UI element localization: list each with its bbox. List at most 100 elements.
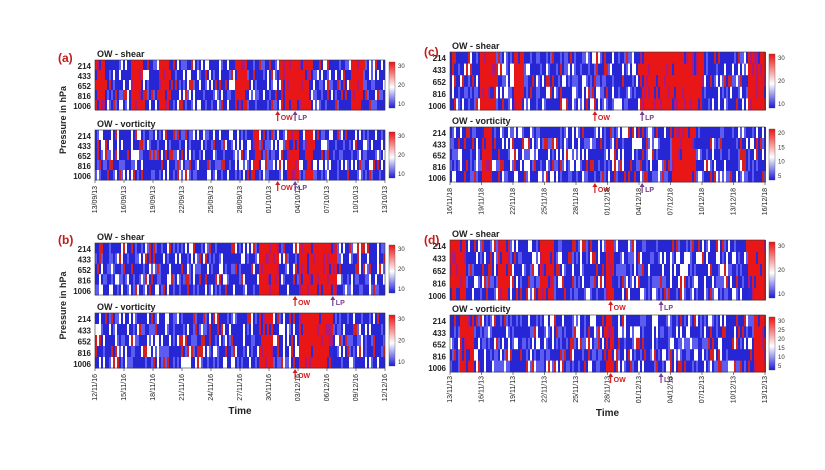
colorbar-tick-label: 10 [778,160,785,166]
colorbar-tick-label: 10 [778,102,785,108]
heatmap-cells [95,130,385,181]
x-tick-label: 27/11/16 [237,374,244,401]
colorbar-tick-label: 20 [778,268,785,274]
colorbar-tick-label: 20 [778,337,785,343]
ow-marker-label: OW [298,300,310,307]
colorbar [388,314,396,367]
lp-marker-label: LP [664,305,673,312]
lp-marker-label: LP [645,187,654,194]
panel-label: (b) [58,233,73,247]
colorbar-tick-label: 20 [398,267,405,273]
y-tick-label: 1006 [73,172,91,181]
colorbar-tick-label: 10 [398,287,405,293]
x-tick-label: 25/09/13 [208,186,215,213]
y-tick-label: 214 [78,132,92,141]
x-tick-label: 01/12/13 [636,376,643,403]
x-tick-label: 16/11/18 [447,188,454,215]
x-tick-label: 10/12/13 [731,376,738,403]
x-tick-label: 07/12/13 [699,376,706,403]
colorbar-tick-label: 5 [778,364,782,370]
subplot-title: OW - shear [97,49,145,59]
y-tick-label: 652 [78,152,92,161]
y-tick-label: 1006 [428,292,446,301]
colorbar-tick-label: 30 [778,244,785,250]
x-tick-label: 19/11/18 [479,188,486,215]
colorbar-tick-label: 20 [778,79,785,85]
colorbar [768,53,776,109]
lp-marker-label: LP [336,300,345,307]
plot-frame [449,239,766,301]
subplot-title: OW - vorticity [97,302,156,312]
subplot-title: OW - vorticity [97,119,156,129]
event-marker-arrowhead [658,373,664,377]
x-tick-label: 22/11/18 [510,188,517,215]
event-marker-arrowhead [658,301,664,305]
y-tick-label: 433 [78,142,92,151]
heatmap-cells [95,243,385,296]
y-tick-label: 433 [78,72,92,81]
event-marker-arrowhead [292,296,298,300]
event-marker-arrowhead [639,183,645,187]
y-tick-label: 816 [78,162,92,171]
y-tick-label: 214 [433,317,447,326]
y-tick-label: 433 [78,256,92,265]
ow-marker-label: OW [614,377,626,384]
x-tick-label: 18/11/16 [150,374,157,401]
heatmap-cells [450,52,766,111]
ow-marker-label: OW [614,305,626,312]
event-marker-arrowhead [608,373,614,377]
plot-frame [94,242,386,296]
colorbar [768,241,776,299]
colorbar-tick-label: 20 [778,131,785,137]
plot-frame [94,59,386,111]
colorbar-tick-label: 15 [778,145,785,151]
lp-marker-label: LP [645,115,654,122]
colorbar [388,61,396,109]
plot-frame [449,51,766,111]
y-axis-label: Pressure in hPa [58,85,68,154]
y-tick-label: 214 [78,315,92,324]
x-tick-label: 01/10/13 [266,186,273,213]
y-tick-label: 433 [433,255,447,264]
x-tick-label: 13/11/13 [447,376,454,403]
colorbar [388,131,396,179]
x-tick-label: 12/12/16 [382,374,389,401]
colorbar-tick-label: 10 [398,102,405,108]
x-tick-label: 24/11/16 [208,374,215,401]
x-tick-label: 25/11/18 [542,188,549,215]
y-tick-label: 816 [433,352,447,361]
ow-marker-label: OW [598,187,610,194]
y-tick-label: 1006 [73,102,91,111]
lp-marker-label: LP [298,115,307,122]
y-tick-label: 816 [433,163,447,172]
colorbar-tick-label: 20 [398,339,405,345]
x-tick-label: 13/12/18 [731,188,738,215]
y-tick-label: 433 [433,140,447,149]
colorbar-tick-label: 30 [398,64,405,70]
x-axis-label: Time [596,408,620,419]
x-tick-label: 07/10/13 [324,186,331,213]
colorbar-tick-label: 10 [778,292,785,298]
x-tick-label: 28/11/18 [573,188,580,215]
y-tick-label: 214 [433,54,447,63]
panel-label: (c) [424,45,439,59]
y-tick-label: 816 [433,90,447,99]
colorbar [768,128,776,181]
x-axis-label: Time [228,406,252,417]
y-tick-label: 652 [433,78,447,87]
x-tick-label: 01/12/18 [605,188,612,215]
x-tick-label: 06/12/16 [324,374,331,401]
y-tick-label: 816 [78,349,92,358]
ow-marker-label: OW [281,185,293,192]
colorbar-tick-label: 10 [778,355,785,361]
event-marker-arrowhead [275,181,281,185]
x-tick-label: 04/12/13 [668,376,675,403]
colorbar-tick-label: 30 [778,319,785,325]
x-tick-label: 12/11/16 [92,374,99,401]
x-tick-label: 22/09/13 [179,186,186,213]
x-tick-label: 16/11/13 [479,376,486,403]
